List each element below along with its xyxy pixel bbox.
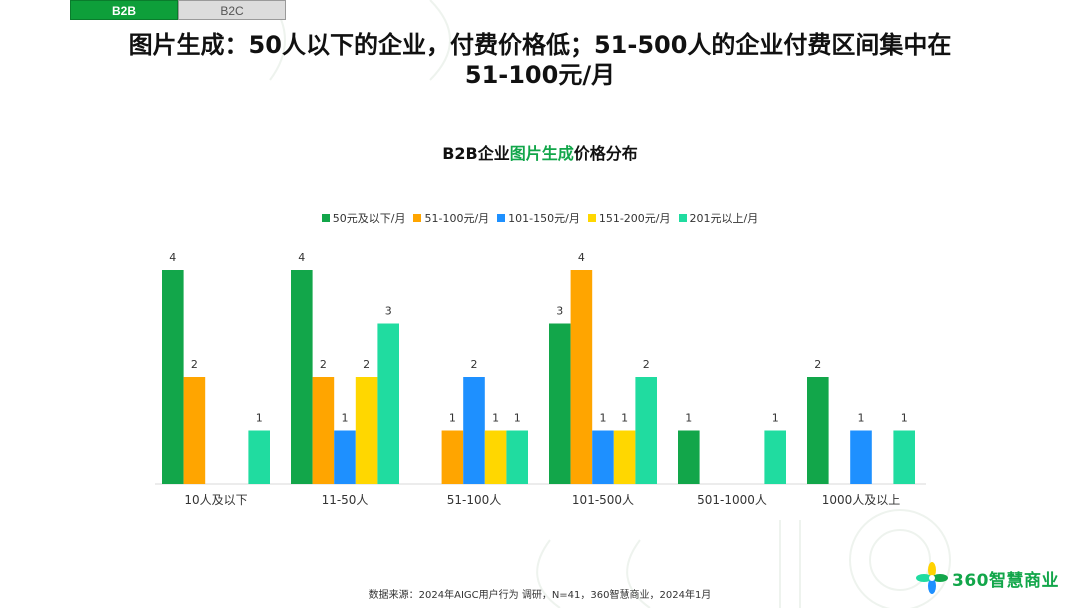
data-label: 2 xyxy=(471,358,478,371)
data-label: 3 xyxy=(556,305,563,318)
legend-swatch xyxy=(413,214,422,222)
data-label: 1 xyxy=(492,412,499,425)
bar xyxy=(592,430,614,484)
legend-label: 201元以上/月 xyxy=(689,212,759,225)
bar xyxy=(678,430,700,484)
category-label: 51-100人 xyxy=(447,493,502,507)
bar xyxy=(893,430,915,484)
data-label: 4 xyxy=(578,251,585,264)
bar xyxy=(162,270,184,484)
legend-swatch xyxy=(678,214,687,222)
category-label: 101-500人 xyxy=(572,493,634,507)
legend-label: 151-200元/月 xyxy=(598,212,671,225)
bar xyxy=(312,377,335,484)
bar xyxy=(441,430,464,484)
legend-item: 101-150元/月 xyxy=(497,210,580,226)
headline-line-2: 51-100元/月 xyxy=(464,61,616,89)
bar xyxy=(248,430,270,484)
tab-b2b[interactable]: B2B xyxy=(70,0,178,20)
category-label: 10人及以下 xyxy=(184,493,247,507)
bar xyxy=(463,377,485,484)
legend-label: 50元及以下/月 xyxy=(332,212,406,225)
tab-bar: B2B B2C xyxy=(70,0,286,22)
legend-swatch xyxy=(497,214,506,222)
bar xyxy=(506,430,528,484)
data-label: 1 xyxy=(685,412,692,425)
bar xyxy=(613,430,636,484)
legend-label: 101-150元/月 xyxy=(508,212,580,225)
brand-logo: 360智慧商业 xyxy=(916,562,1059,594)
pinwheel-logo-icon xyxy=(916,562,948,594)
data-label: 2 xyxy=(643,358,650,371)
category-label: 11-50人 xyxy=(322,493,369,507)
data-label: 2 xyxy=(320,358,327,371)
chart-legend: 50元及以下/月 51-100元/月 101-150元/月 151-200元/月 201… xyxy=(200,210,880,226)
data-label: 1 xyxy=(858,412,865,425)
page-headline: 图片生成：50人以下的企业，付费价格低；51-500人的企业付费区间集中在 51… xyxy=(40,30,1040,90)
data-label: 1 xyxy=(256,412,263,425)
data-label: 1 xyxy=(514,412,521,425)
legend-swatch xyxy=(321,214,330,222)
data-label: 4 xyxy=(298,251,305,264)
bar xyxy=(355,377,378,484)
bar xyxy=(807,377,829,484)
chart-title-prefix: B2B企业 xyxy=(442,144,510,163)
bar xyxy=(183,377,206,484)
category-label: 1000人及以上 xyxy=(822,493,901,507)
chart-title-highlight: 图片生成 xyxy=(509,144,574,163)
data-label: 4 xyxy=(169,251,176,264)
bar xyxy=(334,430,356,484)
bar xyxy=(850,430,872,484)
legend-item: 201元以上/月 xyxy=(678,210,759,226)
category-label: 501-1000人 xyxy=(697,493,767,507)
bar xyxy=(764,430,786,484)
data-label: 1 xyxy=(342,412,349,425)
legend-item: 51-100元/月 xyxy=(413,210,489,226)
bar xyxy=(484,430,507,484)
data-label: 3 xyxy=(385,305,392,318)
logo-text: 360智慧商业 xyxy=(952,570,1059,591)
data-label: 1 xyxy=(621,412,628,425)
bar xyxy=(549,323,571,484)
bar xyxy=(635,377,657,484)
data-source-note: 数据来源：2024年AIGC用户行为 调研，N=41，360智慧商业，2024年… xyxy=(368,590,712,601)
data-label: 2 xyxy=(814,358,821,371)
data-label: 2 xyxy=(363,358,370,371)
bar xyxy=(291,270,313,484)
chart-title-suffix: 价格分布 xyxy=(573,144,638,163)
data-label: 1 xyxy=(600,412,607,425)
data-label: 1 xyxy=(901,412,908,425)
tab-b2c[interactable]: B2C xyxy=(178,0,286,20)
data-label: 1 xyxy=(449,412,456,425)
bar xyxy=(570,270,593,484)
legend-item: 50元及以下/月 xyxy=(321,210,406,226)
legend-item: 151-200元/月 xyxy=(587,210,671,226)
data-label: 1 xyxy=(772,412,779,425)
headline-line-1: 图片生成：50人以下的企业，付费价格低；51-500人的企业付费区间集中在 xyxy=(128,31,952,59)
bar xyxy=(377,323,399,484)
data-label: 2 xyxy=(191,358,198,371)
legend-label: 51-100元/月 xyxy=(424,212,490,225)
chart-title: B2B企业图片生成价格分布 xyxy=(240,140,840,164)
legend-swatch xyxy=(587,214,596,222)
